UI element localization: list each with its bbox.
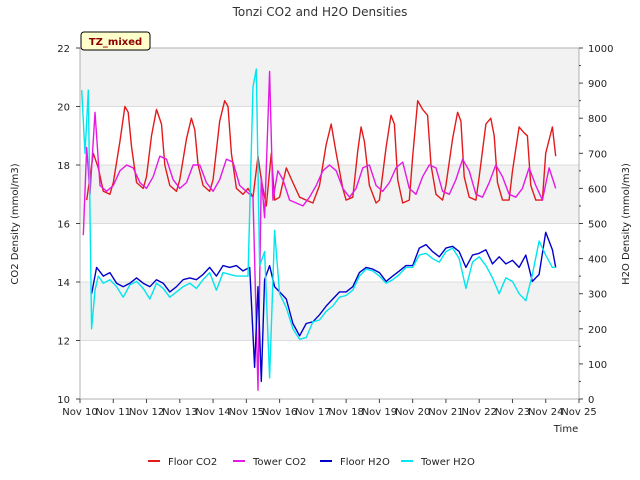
y-right-tick-label: 1000 [588, 44, 613, 55]
x-tick-label: Nov 22 [461, 407, 496, 418]
y-right-tick-label: 800 [588, 114, 607, 125]
y-right-tick-label: 200 [588, 325, 607, 336]
y-axis-left: 10 12 14 16 18 20 22 [57, 44, 80, 406]
x-tick-label: Nov 12 [129, 407, 164, 418]
legend-label-floor-h2o: Floor H2O [340, 457, 390, 468]
y-left-tick-label: 14 [57, 278, 70, 289]
band [80, 165, 579, 224]
y-axis-left-label: CO2 Density (mmol/m3) [10, 163, 21, 284]
y-left-tick-label: 16 [57, 220, 70, 231]
y-right-tick-label: 300 [588, 290, 607, 301]
background-bands [80, 48, 579, 341]
x-tick-label: Nov 25 [561, 407, 596, 418]
y-left-tick-label: 10 [57, 395, 70, 406]
x-tick-label: Nov 13 [162, 407, 197, 418]
band [80, 282, 579, 341]
x-tick-label: Nov 23 [495, 407, 530, 418]
x-tick-label: Nov 14 [195, 407, 230, 418]
band [80, 48, 579, 107]
series-line-floor-h2o [90, 231, 557, 383]
y-right-tick-label: 500 [588, 220, 607, 231]
site-badge-box [80, 31, 151, 51]
y-left-tick-label: 12 [57, 337, 70, 348]
site-badge: TZ_mixed [80, 31, 151, 51]
x-tick-label: Nov 17 [295, 407, 330, 418]
x-tick-label: Nov 18 [328, 407, 363, 418]
x-tick-label: Nov 10 [62, 407, 97, 418]
y-right-tick-label: 0 [588, 395, 594, 406]
y-right-tick-label: 400 [588, 255, 607, 266]
x-tick-label: Nov 16 [262, 407, 297, 418]
y-left-tick-label: 20 [57, 103, 70, 114]
y-left-tick-label: 18 [57, 161, 70, 172]
y-right-tick-label: 600 [588, 184, 607, 195]
y-left-tick-label: 22 [57, 44, 70, 55]
site-badge-label: TZ_mixed [89, 37, 142, 48]
series-line-tower-h2o [81, 68, 556, 379]
x-axis-label: Time [553, 424, 578, 435]
y-right-tick-label: 100 [588, 360, 607, 371]
legend-label-tower-co2: Tower CO2 [252, 457, 306, 468]
y-axis-right-label: H2O Density (mmol/m3) [621, 163, 632, 285]
x-tick-label: Nov 15 [229, 407, 264, 418]
series-line-tower-co2 [82, 70, 557, 391]
y-axis-right: 0 100 200 300 400 500 600 700 800 900 1000 [579, 44, 613, 406]
legend-label-tower-h2o: Tower H2O [420, 457, 475, 468]
x-tick-label: Nov 11 [96, 407, 131, 418]
x-tick-label: Nov 20 [395, 407, 430, 418]
x-tick-label: Nov 24 [528, 407, 563, 418]
x-tick-label: Nov 19 [362, 407, 397, 418]
legend-label-floor-co2: Floor CO2 [168, 457, 217, 468]
y-right-tick-label: 700 [588, 149, 607, 160]
legend: Floor CO2 Tower CO2 Floor H2O Tower H2O [148, 457, 475, 468]
chart-title: Tonzi CO2 and H2O Densities [232, 5, 408, 19]
plot-area [81, 68, 557, 391]
y-right-tick-label: 900 [588, 79, 607, 90]
x-tick-label: Nov 21 [428, 407, 463, 418]
